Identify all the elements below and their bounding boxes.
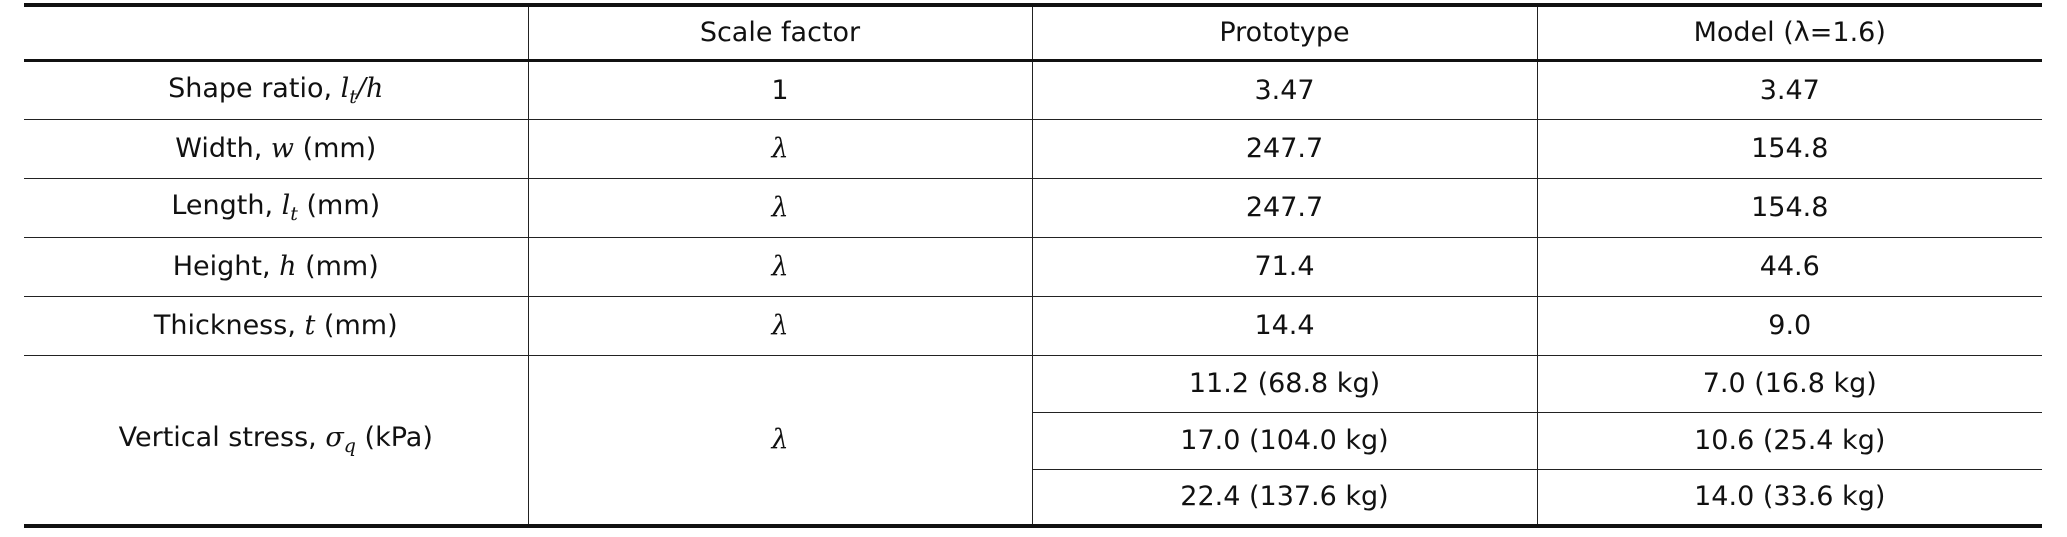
math-symbol: t xyxy=(304,310,316,341)
math-subscript: t xyxy=(349,85,357,108)
row-label: Length, lt (mm) xyxy=(24,177,529,238)
model-value: 154.8 xyxy=(1536,118,2042,179)
table-row: 22.4 (137.6 kg) 14.0 (33.6 kg) xyxy=(24,468,2042,528)
label-text: Shape ratio, xyxy=(168,72,341,104)
header-cell: Scale factor xyxy=(527,3,1033,62)
math-subscript: t xyxy=(290,203,298,225)
model-value: 9.0 xyxy=(1536,295,2042,356)
table-body: Shape ratio, lt/h 1 3.47 3.47 Width, w (mm) λ… xyxy=(24,59,2042,528)
label-text: Width, xyxy=(175,133,271,164)
label-text: Length, xyxy=(171,190,282,221)
label-text: Vertical stress, xyxy=(118,422,326,454)
scale-factor: 1 xyxy=(527,59,1033,120)
table-row: Width, w (mm) λ 247.7 154.8 xyxy=(24,118,2042,179)
scale-table: Scale factor Prototype Model (λ=1.6) Sha… xyxy=(24,3,2042,528)
prototype-value: 17.0 (104.0 kg) xyxy=(1032,411,1538,470)
math-symbol: σ xyxy=(325,422,344,454)
model-value: 154.8 xyxy=(1536,177,2042,238)
row-label: Height, h (mm) xyxy=(24,236,529,297)
scale-factor: λ xyxy=(527,354,1033,528)
model-value: 3.47 xyxy=(1536,59,2042,120)
table-row: Length, lt (mm) λ 247.7 154.8 xyxy=(24,177,2042,238)
math-symbol: l xyxy=(340,72,350,104)
header-cell: Model (λ=1.6) xyxy=(1536,3,2042,62)
label-text: Thickness, xyxy=(153,310,305,341)
math-symbol: /h xyxy=(356,72,384,104)
header-row: Scale factor Prototype Model (λ=1.6) xyxy=(24,3,2042,62)
label-text: (kPa) xyxy=(355,422,433,454)
table-row: Vertical stress, σq (kPa) λ 11.2 (68.8 kg)… xyxy=(24,354,2042,528)
table-row: 17.0 (104.0 kg) 10.6 (25.4 kg) xyxy=(24,411,2042,470)
row-label: Thickness, t (mm) xyxy=(24,295,529,356)
label-text: (mm) xyxy=(315,310,398,341)
math-symbol: w xyxy=(270,133,294,164)
math-symbol: h xyxy=(279,251,297,282)
model-value: 44.6 xyxy=(1536,236,2042,297)
prototype-value: 14.4 xyxy=(1031,295,1538,356)
scale-factor: λ xyxy=(527,295,1033,356)
scale-factor: λ xyxy=(527,236,1033,297)
prototype-value: 71.4 xyxy=(1031,236,1538,297)
prototype-value: 247.7 xyxy=(1031,118,1538,179)
prototype-value: 22.4 (137.6 kg) xyxy=(1032,468,1538,528)
model-value: 14.0 (33.6 kg) xyxy=(1536,468,2042,528)
scale-factor: λ xyxy=(527,118,1033,179)
prototype-value: 11.2 (68.8 kg) xyxy=(1031,354,1538,413)
table-row: Height, h (mm) λ 71.4 44.6 xyxy=(24,236,2042,297)
label-text: Height, xyxy=(172,251,280,282)
label-text: (mm) xyxy=(297,190,381,221)
prototype-value: 3.47 xyxy=(1031,59,1538,120)
header-cell: Prototype xyxy=(1031,3,1538,62)
row-label: Vertical stress, σq (kPa) xyxy=(24,354,529,528)
scale-factor: λ xyxy=(527,177,1033,238)
model-value: 7.0 (16.8 kg) xyxy=(1536,354,2042,413)
table-header: Scale factor Prototype Model (λ=1.6) xyxy=(24,3,2042,62)
math-subscript: q xyxy=(343,435,356,458)
prototype-value: 247.7 xyxy=(1031,177,1538,238)
model-value: 10.6 (25.4 kg) xyxy=(1536,411,2042,470)
label-text: (mm) xyxy=(293,133,377,164)
table-row: Thickness, t (mm) λ 14.4 9.0 xyxy=(24,295,2042,356)
math-symbol: l xyxy=(281,190,291,221)
header-empty-cell xyxy=(24,3,529,62)
row-label: Width, w (mm) xyxy=(24,118,529,179)
table-row: Shape ratio, lt/h 1 3.47 3.47 xyxy=(24,59,2042,120)
label-text: (mm) xyxy=(296,251,379,282)
row-label: Shape ratio, lt/h xyxy=(24,59,529,120)
